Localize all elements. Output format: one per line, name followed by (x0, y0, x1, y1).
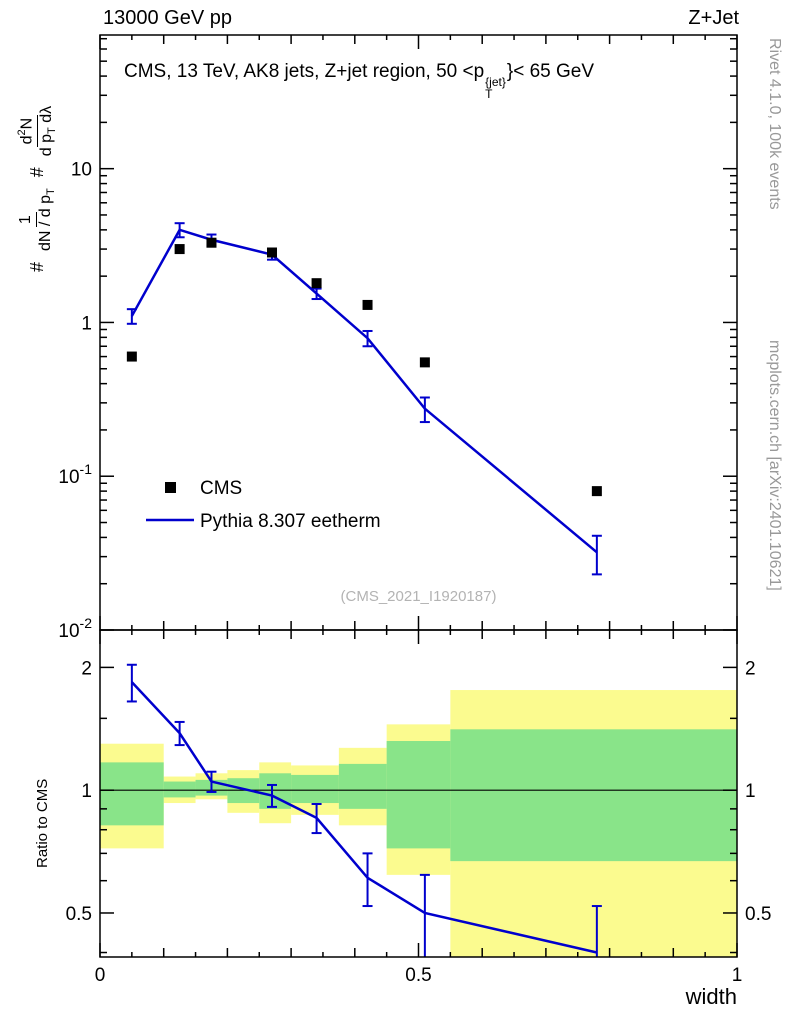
axis-ticks (99, 35, 738, 957)
rivet-version-note: Rivet 4.1.0, 100k events (766, 38, 783, 210)
x-tick-label: 0 (95, 965, 106, 986)
green-band (386, 741, 451, 849)
x-tick-label: 0.5 (405, 965, 431, 986)
ylabel-hash-1: # (26, 261, 47, 272)
green-band (291, 774, 339, 804)
ratio-y-axis-label: Ratio to CMS (34, 778, 51, 868)
cms-data-marker (362, 299, 373, 310)
main-y-tick-label: 10-1 (58, 461, 92, 488)
analysis-id-watermark: (CMS_2021_I1920187) (340, 588, 497, 605)
plot-title: CMS, 13 TeV, AK8 jets, Z+jet region, 50 … (124, 61, 595, 101)
ratio-y-tick-label-right: 2 (745, 658, 756, 679)
ratio-y-tick-label-left: 0.5 (66, 904, 92, 925)
legend-label-pythia: Pythia 8.307 eetherm (200, 511, 381, 532)
plot-title-text: CMS, 13 TeV, AK8 jets, Z+jet region, 50 … (124, 61, 485, 82)
cms-data-marker (266, 247, 277, 258)
cms-data-marker (419, 357, 430, 368)
pt-jet-supsub: {jet} T (485, 74, 506, 101)
cms-data-marker (206, 237, 217, 248)
cms-data-marker (126, 351, 137, 362)
cms-data-marker (311, 278, 322, 289)
cms-data-marker (591, 486, 602, 497)
ratio-y-tick-label-right: 1 (745, 781, 756, 802)
green-band (338, 763, 387, 809)
main-y-axis-label: # 1 dN / d pT # d2N d pT dλ (16, 103, 59, 272)
main-y-tick-label: 10 (71, 160, 92, 181)
main-y-tick-label: 1 (81, 313, 92, 334)
ratio-y-tick-label-left: 1 (81, 781, 92, 802)
process-label: Z+Jet (688, 7, 739, 29)
legend-marker-cms (165, 482, 176, 493)
legend: CMS Pythia 8.307 eetherm (146, 478, 381, 532)
ratio-mc-series (126, 663, 602, 957)
ratio-y-tick-label-left: 2 (81, 658, 92, 679)
mcplots-arxiv-note: mcplots.cern.ch [arXiv:2401.10621] (766, 340, 783, 591)
x-axis-label: width (685, 984, 737, 1009)
ylabel-fraction-2: d2N d pT dλ (16, 105, 58, 157)
main-panel-frame (99, 34, 738, 631)
ylabel-fraction-1: 1 dN / d pT (17, 188, 57, 251)
main-y-tick-label: 10-2 (58, 615, 92, 642)
ylabel-hash-2: # (26, 167, 47, 178)
green-band (450, 729, 737, 862)
green-band (163, 781, 196, 798)
legend-label-cms: CMS (200, 478, 242, 499)
cms-data-marker (174, 244, 185, 255)
green-band (100, 762, 164, 826)
ratio-uncertainty-bands (100, 690, 737, 957)
beam-energy-label: 13000 GeV pp (103, 7, 232, 29)
cms-data-points (126, 237, 602, 497)
ratio-y-tick-label-right: 0.5 (745, 904, 771, 925)
x-tick-label: 1 (732, 965, 743, 986)
